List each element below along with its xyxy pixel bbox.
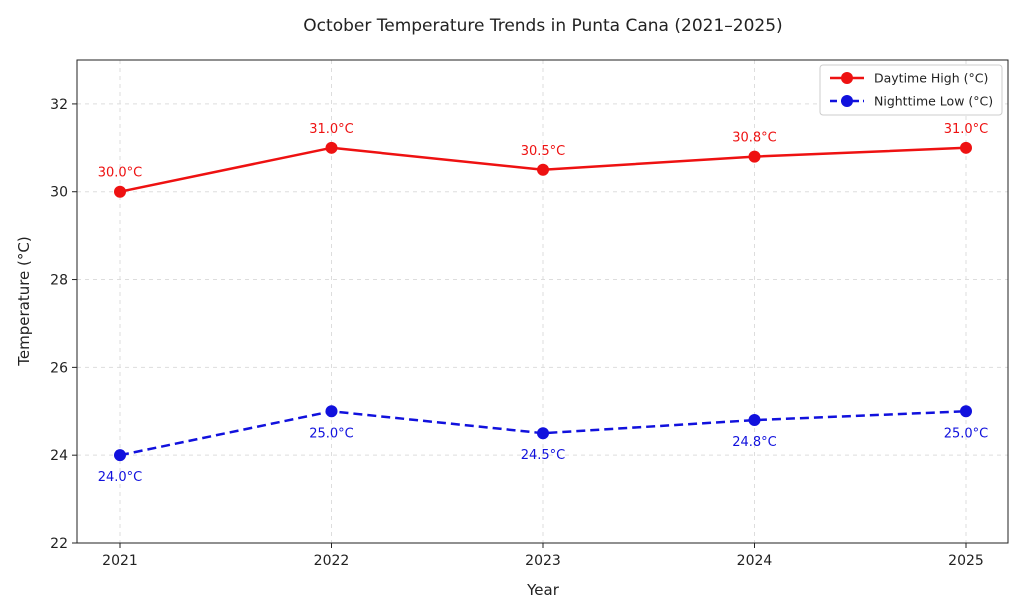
data-point [960,141,972,154]
data-label: 30.8°C [732,131,777,146]
y-tick-label: 28 [50,273,68,289]
data-point [325,141,338,154]
x-axis: 2021 2022 2023 2024 2025 [102,543,984,569]
data-label: 24.5°C [521,448,566,463]
y-tick-label: 30 [50,185,68,201]
data-point [114,185,126,198]
legend-item: Nighttime Low (°C) [830,94,993,109]
data-label: 24.0°C [98,470,143,485]
data-point [537,427,549,440]
y-tick-label: 24 [50,448,68,464]
y-tick-label: 32 [50,97,68,113]
legend-swatch-marker [841,95,853,107]
legend-label: Daytime High (°C) [874,71,988,86]
x-tick-label: 2021 [102,553,138,569]
chart-title: October Temperature Trends in Punta Cana… [303,16,782,36]
data-label: 31.0°C [944,122,989,137]
data-point [114,449,126,462]
y-tick-label: 22 [50,536,68,552]
series-nighttime-low: 24.0°C 25.0°C 24.5°C 24.8°C 25.0°C [98,405,989,485]
data-label: 25.0°C [944,426,989,441]
data-point [537,163,549,176]
data-label: 30.0°C [98,166,143,181]
x-tick-label: 2025 [948,553,984,569]
data-label: 24.8°C [732,435,777,450]
x-tick-label: 2023 [525,553,561,569]
legend-label: Nighttime Low (°C) [874,94,993,109]
legend-item: Daytime High (°C) [830,71,988,86]
data-point [748,414,761,427]
x-axis-label: Year [526,581,560,599]
data-label: 31.0°C [309,122,354,137]
data-point [748,150,761,163]
y-axis: 22 24 26 28 30 32 [50,97,77,552]
y-tick-label: 26 [50,360,68,376]
data-point [325,405,338,418]
grid [77,60,1008,544]
legend: Daytime High (°C) Nighttime Low (°C) [819,64,1003,116]
x-tick-label: 2022 [314,553,350,569]
legend-swatch-marker [841,72,853,84]
legend-box [819,64,1003,116]
data-label: 25.0°C [309,426,354,441]
x-tick-label: 2024 [737,553,773,569]
series: 30.0°C 31.0°C 30.5°C 30.8°C 31.0°C 24.0°C 25.0… [98,122,989,485]
series-daytime-high: 30.0°C 31.0°C 30.5°C 30.8°C 31.0°C [98,122,989,198]
data-point [960,405,972,418]
y-axis-label: Temperature (°C) [15,236,33,366]
data-label: 30.5°C [521,144,566,159]
